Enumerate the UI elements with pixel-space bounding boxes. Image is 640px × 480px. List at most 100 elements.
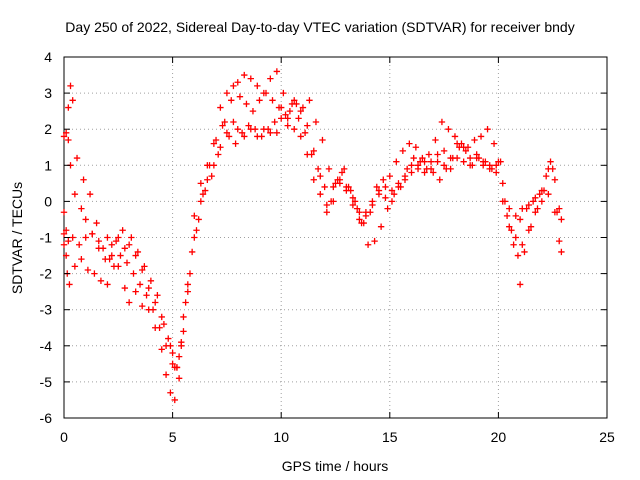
data-point (97, 277, 105, 285)
data-point (273, 68, 281, 75)
data-point (430, 169, 437, 176)
y-tick-label: 3 (44, 85, 52, 101)
data-point (193, 227, 200, 234)
data-point (236, 93, 244, 100)
data-point (321, 183, 328, 191)
data-point (158, 346, 165, 353)
data-point (556, 205, 563, 212)
data-point (382, 194, 389, 201)
data-point (536, 190, 543, 198)
data-point (204, 176, 211, 183)
data-point (434, 151, 441, 158)
data-point (312, 118, 320, 126)
data-point (340, 165, 348, 173)
data-point (160, 320, 168, 328)
data-point (123, 259, 131, 266)
data-point (119, 227, 126, 234)
data-point (506, 205, 513, 212)
data-point (547, 158, 554, 165)
data-point (519, 205, 526, 212)
data-point (165, 335, 172, 342)
y-axis-ticks: -6 -5 -4 -3 -2 -1 0 1 2 3 4 (40, 49, 607, 426)
data-point (499, 180, 506, 187)
data-point (434, 158, 441, 165)
data-point (330, 183, 337, 191)
grid-lines (64, 57, 607, 418)
y-tick-label: -2 (40, 266, 53, 282)
data-point (497, 158, 504, 165)
x-tick-label: 0 (60, 429, 68, 445)
data-point (282, 111, 289, 118)
data-point (62, 227, 70, 234)
data-point (310, 176, 317, 183)
data-point (110, 263, 118, 270)
data-point (197, 180, 205, 187)
data-point (217, 104, 224, 111)
data-point (380, 176, 387, 183)
data-point (104, 234, 111, 241)
y-tick-label: 0 (44, 193, 52, 209)
data-point (301, 129, 309, 137)
data-point (417, 158, 424, 165)
data-point (473, 151, 480, 158)
data-point (438, 118, 446, 126)
data-point (264, 126, 272, 133)
x-tick-label: 10 (273, 429, 289, 445)
data-point (91, 270, 98, 277)
data-point (382, 183, 389, 191)
data-point (65, 104, 72, 111)
data-point (108, 241, 115, 248)
data-point (125, 299, 133, 306)
y-tick-label: 1 (44, 157, 52, 173)
data-point (484, 126, 491, 133)
data-point (386, 172, 393, 180)
data-point (343, 187, 350, 194)
data-point (234, 79, 241, 86)
data-point (230, 82, 237, 90)
data-point (269, 97, 276, 104)
data-point (249, 107, 257, 115)
data-point (310, 147, 317, 155)
data-point (314, 165, 322, 173)
data-point (180, 328, 187, 335)
data-point (234, 126, 241, 133)
data-point (267, 75, 274, 82)
data-point (241, 71, 248, 79)
data-point (67, 82, 74, 90)
data-point (406, 140, 413, 147)
data-point (351, 198, 359, 205)
data-point (201, 187, 209, 194)
data-point (375, 190, 383, 198)
data-point (408, 162, 415, 169)
data-point (149, 306, 157, 313)
data-point (460, 144, 467, 151)
data-point (542, 172, 550, 180)
data-point (65, 136, 72, 144)
data-point (78, 205, 85, 212)
data-point (104, 281, 111, 288)
data-point (479, 162, 487, 169)
data-point (323, 201, 331, 209)
data-point (147, 277, 155, 285)
data-point (136, 281, 144, 288)
data-point (60, 133, 68, 140)
data-point (423, 165, 430, 173)
data-point (371, 237, 378, 245)
data-point (156, 324, 163, 331)
data-point (80, 176, 87, 183)
data-point (280, 89, 287, 97)
data-point (501, 198, 509, 205)
data-point (286, 107, 294, 115)
data-point (73, 154, 81, 162)
data-point (167, 342, 174, 349)
series-track-1 (60, 115, 563, 404)
y-tick-label: -3 (40, 302, 53, 318)
data-point (132, 252, 139, 259)
data-point (297, 107, 304, 115)
data-point (477, 133, 485, 140)
data-point (130, 270, 137, 277)
data-point (95, 245, 102, 252)
x-axis-label: GPS time / hours (282, 458, 389, 474)
y-tick-label: -1 (40, 230, 53, 246)
